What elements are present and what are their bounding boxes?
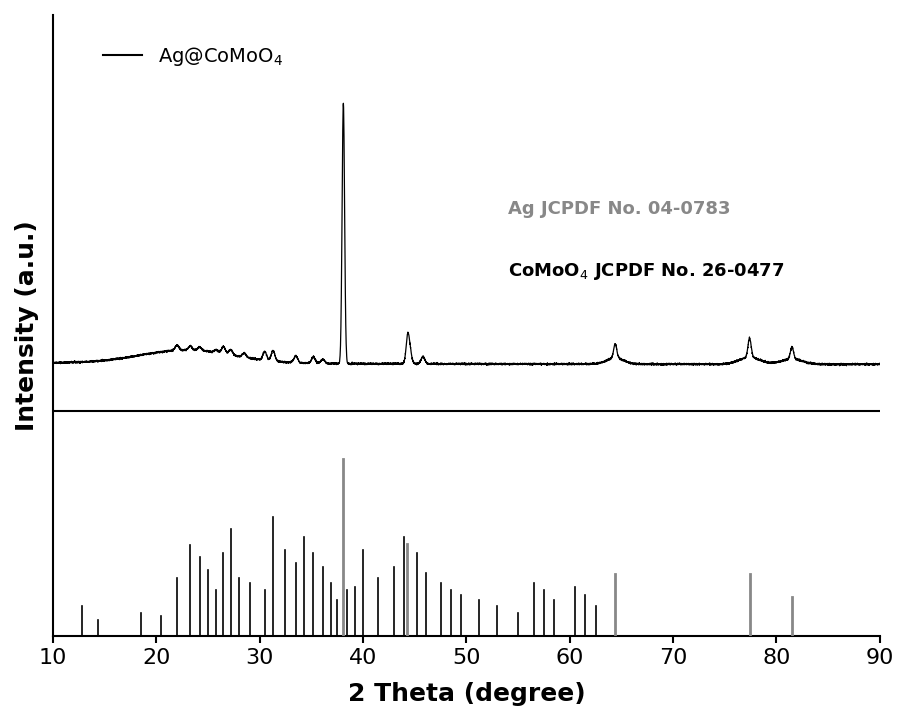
Y-axis label: Intensity (a.u.): Intensity (a.u.) (15, 221, 39, 431)
Text: Ag JCPDF No. 04-0783: Ag JCPDF No. 04-0783 (508, 200, 730, 218)
X-axis label: 2 Theta (degree): 2 Theta (degree) (347, 682, 585, 706)
Legend: Ag@CoMoO$_4$: Ag@CoMoO$_4$ (95, 37, 291, 76)
Text: CoMoO$_4$ JCPDF No. 26-0477: CoMoO$_4$ JCPDF No. 26-0477 (508, 261, 784, 282)
